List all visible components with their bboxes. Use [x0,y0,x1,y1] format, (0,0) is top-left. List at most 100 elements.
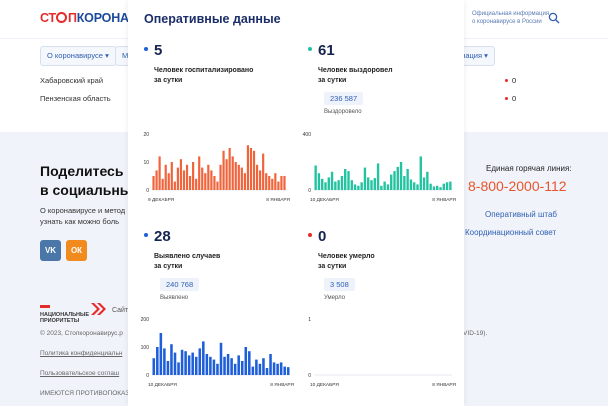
chart-bar[interactable] [216,363,219,375]
chart-bar[interactable] [195,178,198,190]
chart-bar[interactable] [353,184,357,190]
chart-bar[interactable] [429,183,432,190]
chart-bar[interactable] [159,333,163,375]
chart-bar[interactable] [213,176,216,190]
chart-bar[interactable] [205,354,209,375]
chart-bar[interactable] [399,162,403,190]
chart-bar[interactable] [233,363,237,375]
chart-bar[interactable] [240,361,244,375]
chart-bar[interactable] [259,170,262,190]
chart-bar[interactable] [396,166,399,190]
hotline-number[interactable]: 8-800-2000-112 [468,178,567,194]
chart-bar[interactable] [271,178,274,190]
chart-bar[interactable] [283,176,286,190]
chart-bar[interactable] [255,164,259,190]
chart-bar[interactable] [185,164,189,190]
chart-bar[interactable] [155,170,158,190]
chart-bar[interactable] [234,162,237,190]
chart-bar[interactable] [268,176,271,190]
chart-bar[interactable] [367,177,370,190]
chart-bar[interactable] [406,169,409,190]
chart-bar[interactable] [161,178,164,190]
national-priorities-logo[interactable]: НАЦИОНАЛЬНЫЕ ПРИОРИТЕТЫ [40,305,89,324]
chart-bar[interactable] [210,170,213,190]
chart-bar[interactable] [216,181,219,190]
chart-bar[interactable] [188,176,192,190]
chart-bar[interactable] [163,348,166,375]
chart-bar[interactable] [237,355,240,375]
chart-bar[interactable] [219,342,223,375]
user-agreement-link[interactable]: Пользовательское соглаш [40,370,120,377]
chart-bar[interactable] [228,148,231,190]
ok-share-button[interactable]: ОК [66,240,87,261]
vk-share-button[interactable]: VK [40,240,61,261]
chart-bar[interactable] [445,182,449,190]
chart-bar[interactable] [191,352,194,375]
chart-bar[interactable] [432,186,436,191]
chart-bar[interactable] [393,171,396,190]
chart-bar[interactable] [209,356,212,375]
chart-bar[interactable] [283,366,286,375]
chart-bar[interactable] [251,366,255,375]
chart-bar[interactable] [152,358,156,375]
chart-bar[interactable] [286,367,290,375]
chart-bar[interactable] [184,351,187,375]
chart-bar[interactable] [409,179,413,191]
chart-bar[interactable] [262,358,265,375]
chart-bar[interactable] [363,167,367,190]
chart-bar[interactable] [244,347,248,375]
chart-bar[interactable] [152,176,155,190]
chart-bar[interactable] [237,164,240,190]
chart-bar[interactable] [248,351,251,375]
chart-bar[interactable] [192,162,195,190]
chart-bar[interactable] [246,145,250,190]
chart-bar[interactable] [330,171,334,190]
chart-bar[interactable] [276,363,279,375]
chart-bar[interactable] [334,181,337,190]
chart-bar[interactable] [327,177,330,190]
chart-bar[interactable] [370,180,373,190]
chart-bar[interactable] [344,169,347,190]
chart-bar[interactable] [231,156,234,190]
chart-bar[interactable] [198,348,202,375]
chart-bar[interactable] [347,171,350,190]
chart-bar[interactable] [258,363,262,375]
coordination-council-link[interactable]: Координационный совет [465,228,557,237]
chart-bar[interactable] [173,181,176,190]
chart-bar[interactable] [383,181,386,190]
chart-bar[interactable] [317,173,321,190]
chart-bar[interactable] [269,354,272,375]
chart-bar[interactable] [201,167,204,190]
chart-bar[interactable] [419,156,422,190]
chart-bar[interactable] [277,181,280,190]
chart-bar[interactable] [324,182,327,190]
chart-bar[interactable] [249,148,253,190]
chart-bar[interactable] [177,362,180,375]
chart-bar[interactable] [170,344,173,375]
chart-bar[interactable] [226,354,230,375]
chart-bar[interactable] [166,361,170,375]
operational-hq-link[interactable]: Оперативный штаб [485,210,557,219]
chart-bar[interactable] [252,150,256,190]
chart-bar[interactable] [204,173,207,190]
chart-bar[interactable] [265,368,269,375]
chart-bar[interactable] [280,176,283,190]
chart-bar[interactable] [243,173,246,190]
chart-bar[interactable] [442,183,445,190]
chart-bar[interactable] [279,362,283,375]
chart-bar[interactable] [340,176,344,190]
chart-bar[interactable] [449,181,452,190]
chart-bar[interactable] [240,167,243,190]
chart-bar[interactable] [380,185,383,190]
chart-bar[interactable] [265,173,268,190]
chart-bar[interactable] [272,362,276,375]
chart-bar[interactable] [376,163,380,190]
nav-about-dropdown[interactable]: О коронавирусе ▾ [40,46,116,66]
chart-bar[interactable] [225,159,228,190]
chart-bar[interactable] [439,187,442,190]
chart-bar[interactable] [373,178,376,190]
chart-bar[interactable] [202,341,205,375]
chart-bar[interactable] [426,171,429,190]
privacy-policy-link[interactable]: Политика конфиденциальн [40,350,123,357]
chart-bar[interactable] [212,359,216,375]
